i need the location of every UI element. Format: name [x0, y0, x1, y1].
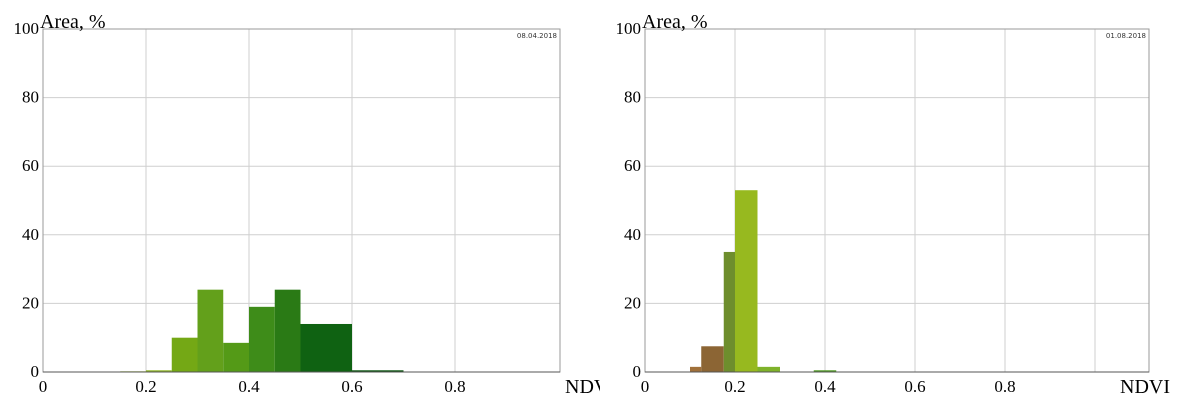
- y-tick-label: 60: [624, 156, 641, 175]
- histogram-bar: [701, 346, 724, 372]
- histogram-bar: [352, 370, 404, 372]
- y-tick-label: 0: [633, 362, 642, 381]
- plot-frame: [644, 28, 1150, 373]
- y-tick-label: 40: [22, 225, 39, 244]
- histogram-bar: [274, 289, 301, 372]
- x-tick-label: 0.8: [444, 377, 465, 396]
- histogram-bar: [197, 289, 224, 372]
- y-tick-label: 0: [31, 362, 40, 381]
- histogram-bar: [757, 366, 780, 372]
- histogram-bar: [146, 370, 172, 372]
- y-tick-label: 100: [616, 19, 642, 38]
- histogram-bar: [223, 342, 249, 372]
- x-axis-title: NDVI: [565, 376, 600, 397]
- x-tick-label: 0: [39, 377, 48, 396]
- histogram-bar: [690, 366, 702, 372]
- date-annotation: 01.08.2018: [1106, 32, 1146, 40]
- histogram-bar: [813, 370, 837, 372]
- y-tick-label: 100: [14, 19, 40, 38]
- x-tick-label: 0.6: [904, 377, 925, 396]
- x-tick-label: 0.2: [724, 377, 745, 396]
- x-tick-label: 0.6: [341, 377, 362, 396]
- ndvi-histogram-chart-2: 0 20 40 60 80 100 Area, % 0 0.2 0.4 0.6 0.8 NDVI 01.0…: [616, 11, 1171, 397]
- histogram-bar: [723, 251, 735, 372]
- plot-frame: [42, 28, 561, 373]
- histogram-bar: [300, 323, 352, 372]
- date-annotation: 08.04.2018: [517, 32, 557, 40]
- y-tick-label: 60: [22, 156, 39, 175]
- x-tick-label: 0: [641, 377, 650, 396]
- y-axis-title: Area, %: [40, 11, 106, 33]
- y-tick-label: 80: [22, 88, 39, 107]
- histogram-bar: [171, 337, 198, 372]
- y-tick-label: 20: [624, 293, 641, 312]
- y-tick-label: 20: [22, 293, 39, 312]
- y-axis-title: Area, %: [642, 11, 708, 33]
- x-axis-title: NDVI: [1120, 376, 1170, 397]
- y-tick-label: 40: [624, 225, 641, 244]
- x-tick-label: 0.8: [994, 377, 1015, 396]
- y-tick-label: 80: [624, 88, 641, 107]
- x-tick-label: 0.2: [135, 377, 156, 396]
- histogram-bar: [249, 306, 275, 372]
- x-tick-label: 0.4: [814, 377, 836, 396]
- x-tick-label: 0.4: [238, 377, 260, 396]
- histogram-bar: [735, 190, 758, 372]
